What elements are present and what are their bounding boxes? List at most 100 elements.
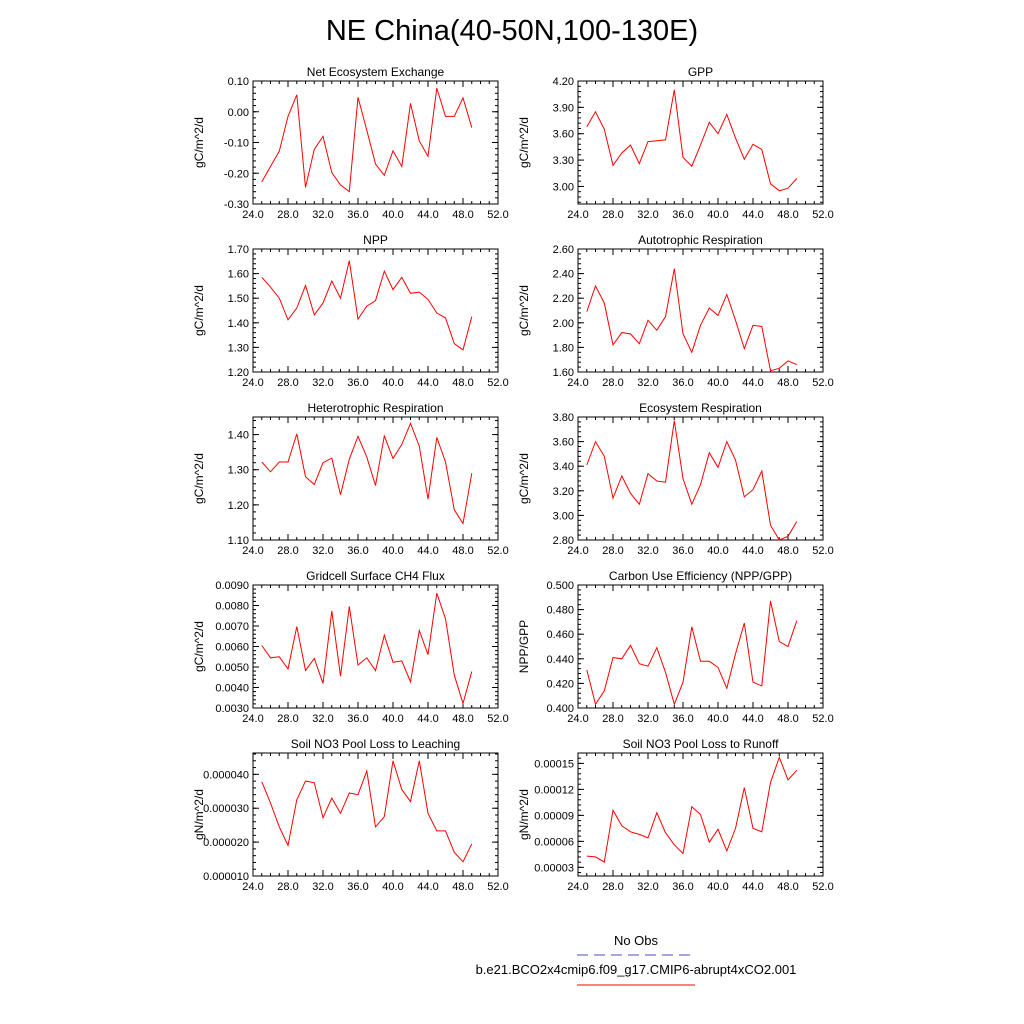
panel-6-ytick-label: 3.20 [553, 486, 574, 498]
panel-7-ytick-label: 0.0050 [215, 662, 249, 674]
panel-9-ylabel: gN/m^2/d [192, 789, 206, 840]
panel-7-xtick-label: 28.0 [277, 713, 298, 725]
panel-6-xtick-label: 28.0 [602, 545, 623, 557]
panel-9-series-line [261, 760, 473, 863]
panel-1-xtick-label: 44.0 [417, 209, 438, 221]
panel-9-ytick-label: 0.000030 [203, 803, 249, 815]
panel-8-ytick-label: 0.400 [546, 703, 574, 715]
panel-2-xtick-label: 36.0 [672, 209, 693, 221]
panel-2-series-line [586, 89, 798, 192]
panel-8-xtick-label: 36.0 [672, 713, 693, 725]
panel-1-xtick-label: 28.0 [277, 209, 298, 221]
panel-3-xtick-label: 36.0 [347, 377, 368, 389]
panel-2-xtick-label: 28.0 [602, 209, 623, 221]
panel-8-xtick-label: 48.0 [777, 713, 798, 725]
panel-4-xtick-label: 52.0 [812, 377, 833, 389]
panel-1-xtick-label: 24.0 [242, 209, 263, 221]
panel-7-ytick-label: 0.0070 [215, 621, 249, 633]
figure-title: NE China(40-50N,100-130E) [326, 15, 698, 47]
panel-1-xtick-label: 32.0 [312, 209, 333, 221]
panel-8-xtick-label: 44.0 [742, 713, 763, 725]
panel-6-ylabel: gC/m^2/d [517, 453, 531, 504]
panel-5-xtick-label: 32.0 [312, 545, 333, 557]
panel-7-xtick-label: 32.0 [312, 713, 333, 725]
panel-6-ytick-label: 2.80 [553, 535, 574, 547]
panel-3-xtick-label: 48.0 [452, 377, 473, 389]
panel-1-xtick-label: 36.0 [347, 209, 368, 221]
panel-9: Soil NO3 Pool Loss to Leaching gN/m^2/d 24… [192, 737, 509, 893]
panel-9-frame [252, 752, 499, 877]
panel-8-xtick-label: 28.0 [602, 713, 623, 725]
panel-grid: Net Ecosystem Exchange gC/m^2/d 24.0 28.0 32… [192, 65, 834, 893]
panel-10-xtick-label: 40.0 [707, 881, 728, 893]
panel-4-xtick-label: 40.0 [707, 377, 728, 389]
panel-6-series-line [586, 420, 798, 541]
panel-8-ytick-label: 0.420 [546, 678, 574, 690]
panel-5-ytick-label: 1.10 [228, 535, 249, 547]
panel-8-series-line [586, 600, 798, 706]
panel-1-ytick-label: -0.30 [224, 199, 249, 211]
panel-4-xtick-label: 24.0 [567, 377, 588, 389]
panel-3-ytick-label: 1.30 [228, 342, 249, 354]
panel-4-ytick-label: 2.60 [553, 244, 574, 256]
panel-8-frame [577, 584, 824, 709]
panel-5-xtick-label: 52.0 [487, 545, 508, 557]
panel-10-xtick-label: 44.0 [742, 881, 763, 893]
panel-1-ytick-label: 0.00 [228, 107, 249, 119]
panel-6: Ecosystem Respiration gC/m^2/d 24.0 28.0 32.… [517, 401, 834, 557]
panel-7-ylabel: gC/m^2/d [192, 621, 206, 672]
panel-7-frame [252, 584, 499, 709]
panel-5-xtick-label: 36.0 [347, 545, 368, 557]
panel-6-xtick-label: 48.0 [777, 545, 798, 557]
panel-1-ytick-label: 0.10 [228, 76, 249, 88]
panel-6-title: Ecosystem Respiration [639, 401, 762, 415]
panel-8-ytick-label: 0.500 [546, 580, 574, 592]
panel-5-ytick-label: 1.20 [228, 500, 249, 512]
panel-6-xtick-label: 44.0 [742, 545, 763, 557]
panel-1: Net Ecosystem Exchange gC/m^2/d 24.0 28.0 32… [192, 65, 509, 221]
panel-5-ylabel: gC/m^2/d [192, 453, 206, 504]
panel-4-title: Autotrophic Respiration [638, 233, 763, 247]
panel-8-xtick-label: 24.0 [567, 713, 588, 725]
panel-1-series-line [261, 87, 473, 193]
panel-2-xtick-label: 52.0 [812, 209, 833, 221]
panel-10-xtick-label: 28.0 [602, 881, 623, 893]
panel-3-xtick-label: 24.0 [242, 377, 263, 389]
panel-4-frame [577, 248, 824, 373]
panel-4-xtick-label: 36.0 [672, 377, 693, 389]
panel-5-xtick-label: 24.0 [242, 545, 263, 557]
panel-7-xtick-label: 24.0 [242, 713, 263, 725]
panel-2-xtick-label: 44.0 [742, 209, 763, 221]
panel-6-ytick-label: 3.40 [553, 461, 574, 473]
panel-8: Carbon Use Efficiency (NPP/GPP) NPP/GPP 24… [517, 569, 834, 725]
panel-7-xtick-label: 44.0 [417, 713, 438, 725]
panel-6-xtick-label: 52.0 [812, 545, 833, 557]
panel-1-xtick-label: 52.0 [487, 209, 508, 221]
panel-2-ytick-label: 4.20 [553, 76, 574, 88]
panel-4-ytick-label: 2.20 [553, 293, 574, 305]
panel-3-xtick-label: 40.0 [382, 377, 403, 389]
panel-3-ytick-label: 1.50 [228, 293, 249, 305]
panel-7-ytick-label: 0.0060 [215, 642, 249, 654]
panel-1-xtick-label: 40.0 [382, 209, 403, 221]
panel-3-xtick-label: 44.0 [417, 377, 438, 389]
panel-3-xtick-label: 28.0 [277, 377, 298, 389]
panel-2: GPP gC/m^2/d 24.0 28.0 32.0 36.0 40.0 44.0 48.0 5… [517, 65, 834, 221]
panel-7-series-line [261, 593, 473, 706]
panel-10-xtick-label: 52.0 [812, 881, 833, 893]
panel-7-xtick-label: 52.0 [487, 713, 508, 725]
panel-3-title: NPP [363, 233, 388, 247]
panel-9-ytick-label: 0.000040 [203, 769, 249, 781]
panel-2-xtick-label: 40.0 [707, 209, 728, 221]
panel-9-title: Soil NO3 Pool Loss to Leaching [291, 737, 460, 751]
panel-10-ytick-label: 0.00006 [534, 836, 574, 848]
panel-3-ytick-label: 1.40 [228, 318, 249, 330]
panel-9-xtick-label: 40.0 [382, 881, 403, 893]
panel-8-ytick-label: 0.480 [546, 605, 574, 617]
panel-5-xtick-label: 48.0 [452, 545, 473, 557]
panel-3-ylabel: gC/m^2/d [192, 285, 206, 336]
panel-7: Gridcell Surface CH4 Flux gC/m^2/d 24.0 28.… [192, 569, 509, 725]
panel-5-xtick-label: 28.0 [277, 545, 298, 557]
panel-10-xtick-label: 24.0 [567, 881, 588, 893]
panel-8-xtick-label: 32.0 [637, 713, 658, 725]
